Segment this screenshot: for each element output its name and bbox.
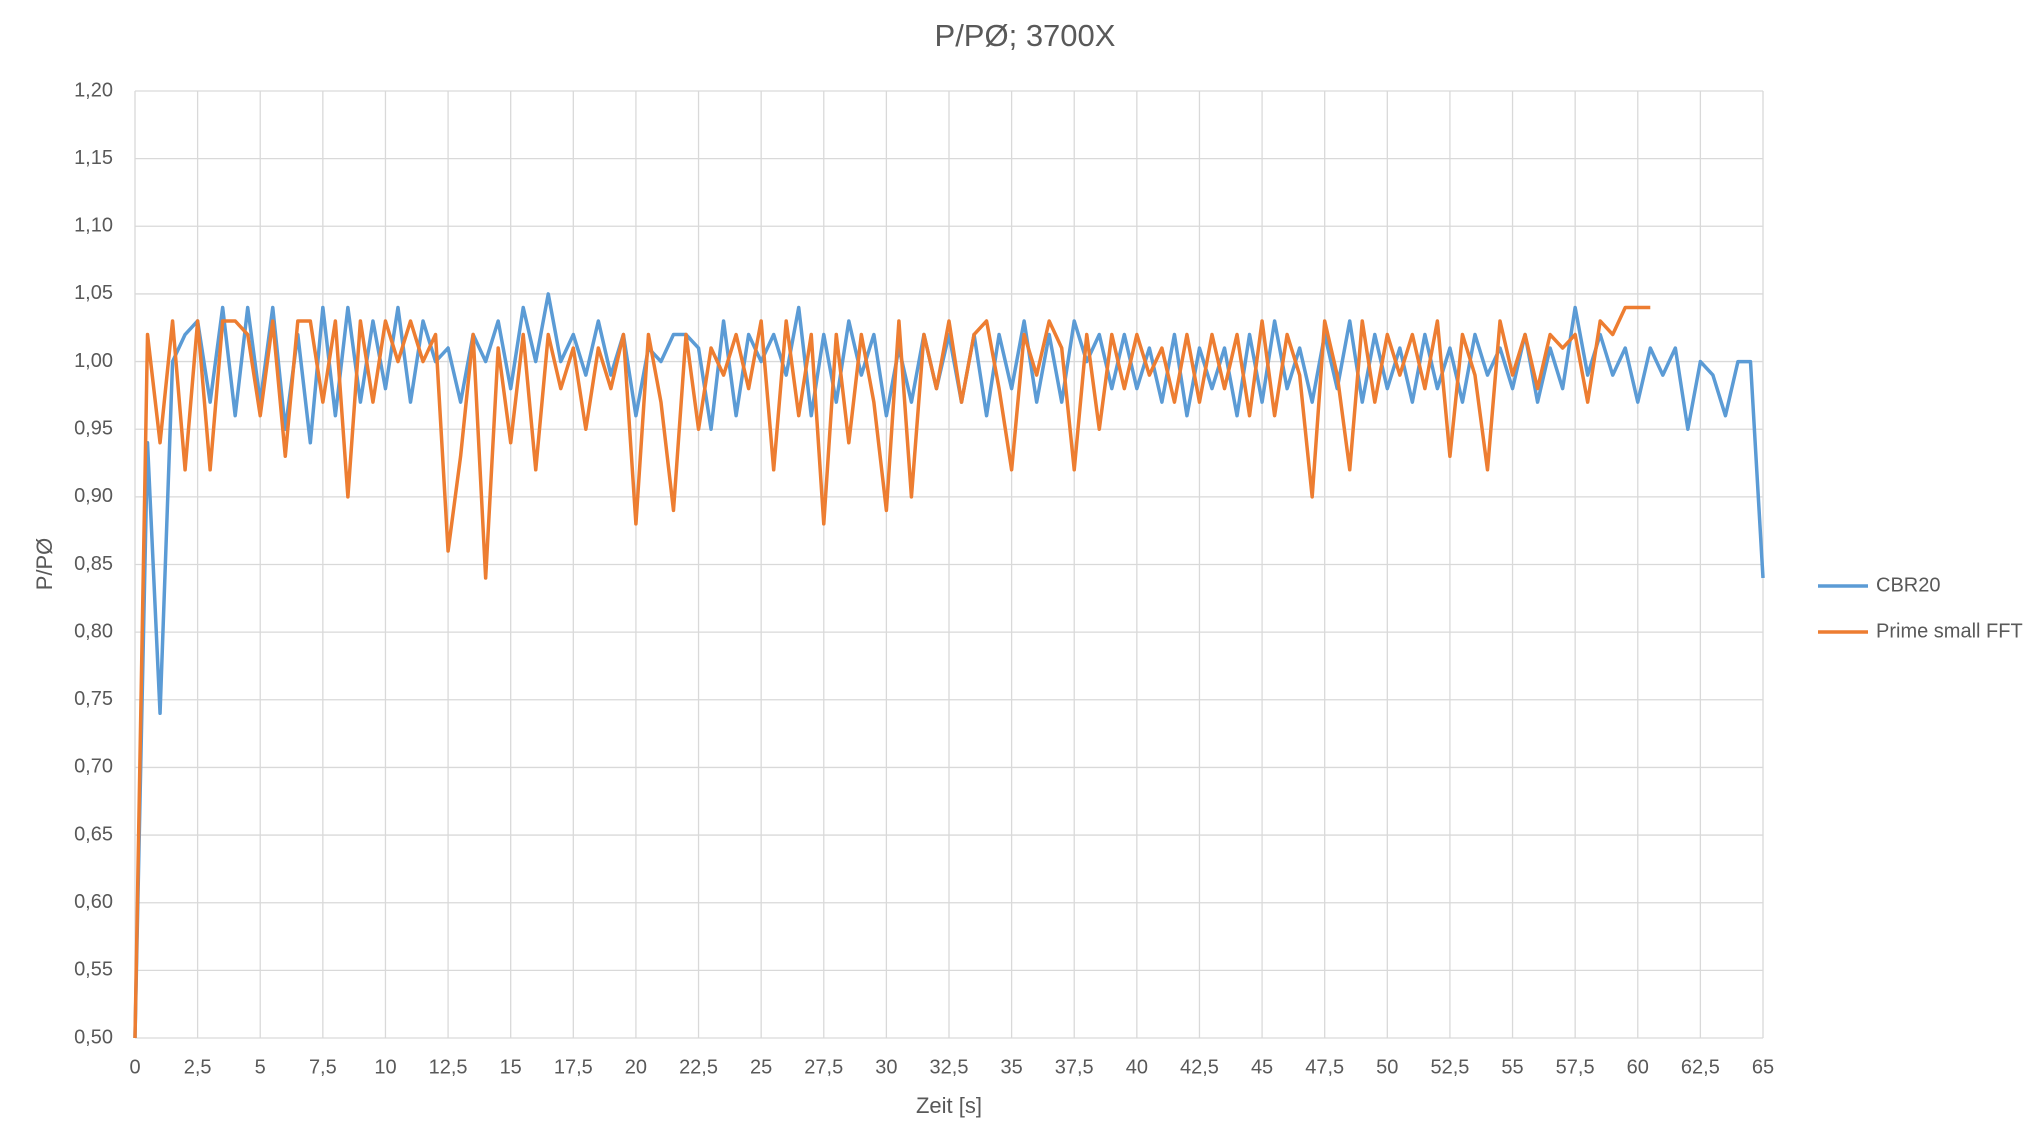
series-line [133, 305, 1651, 1039]
x-tick-label: 60 [1627, 1056, 1649, 1078]
y-tick-label: 0,80 [74, 620, 113, 642]
x-tick-label: 55 [1501, 1056, 1523, 1078]
y-tick-label: 0,55 [74, 959, 113, 981]
chart-title: P/PØ; 3700X [935, 18, 1116, 53]
x-tick-label: 35 [1000, 1056, 1022, 1078]
y-tick-label: 0,60 [74, 891, 113, 913]
x-tick-label: 52,5 [1430, 1056, 1469, 1078]
x-tick-label: 10 [374, 1056, 396, 1078]
x-tick-label: 0 [129, 1056, 140, 1078]
y-tick-label: 1,20 [74, 79, 113, 101]
y-tick-label: 0,75 [74, 688, 113, 710]
x-axis-title: Zeit [s] [916, 1093, 982, 1118]
x-tick-label: 12,5 [429, 1056, 468, 1078]
x-tick-label: 47,5 [1305, 1056, 1344, 1078]
x-tick-label: 5 [255, 1056, 266, 1078]
x-tick-label: 32,5 [930, 1056, 969, 1078]
x-tick-label: 7,5 [309, 1056, 337, 1078]
x-tick-label: 15 [500, 1056, 522, 1078]
y-tick-label: 1,05 [74, 282, 113, 304]
x-tick-label: 17,5 [554, 1056, 593, 1078]
series-line [133, 292, 1765, 1039]
y-tick-label: 0,85 [74, 553, 113, 575]
x-tick-label: 65 [1752, 1056, 1774, 1078]
y-tick-label: 0,95 [74, 417, 113, 439]
y-tick-label: 1,15 [74, 147, 113, 169]
x-tick-label: 45 [1251, 1056, 1273, 1078]
x-tick-label: 50 [1376, 1056, 1398, 1078]
x-tick-label: 30 [875, 1056, 897, 1078]
x-tick-label: 22,5 [679, 1056, 718, 1078]
legend-label: Prime small FFT [1876, 620, 2023, 642]
x-tick-label: 40 [1126, 1056, 1148, 1078]
y-tick-label: 0,70 [74, 756, 113, 778]
x-tick-label: 37,5 [1055, 1056, 1094, 1078]
y-tick-label: 0,50 [74, 1026, 113, 1048]
x-tick-label: 20 [625, 1056, 647, 1078]
legend-label: CBR20 [1876, 574, 1940, 596]
x-tick-label: 57,5 [1556, 1056, 1595, 1078]
x-tick-label: 2,5 [184, 1056, 212, 1078]
y-tick-label: 0,90 [74, 485, 113, 507]
y-tick-label: 1,10 [74, 215, 113, 237]
x-tick-label: 27,5 [804, 1056, 843, 1078]
y-axis-title: P/PØ [32, 538, 57, 591]
x-tick-label: 42,5 [1180, 1056, 1219, 1078]
y-tick-label: 0,65 [74, 823, 113, 845]
x-tick-label: 62,5 [1681, 1056, 1720, 1078]
y-tick-label: 1,00 [74, 350, 113, 372]
x-tick-label: 25 [750, 1056, 772, 1078]
